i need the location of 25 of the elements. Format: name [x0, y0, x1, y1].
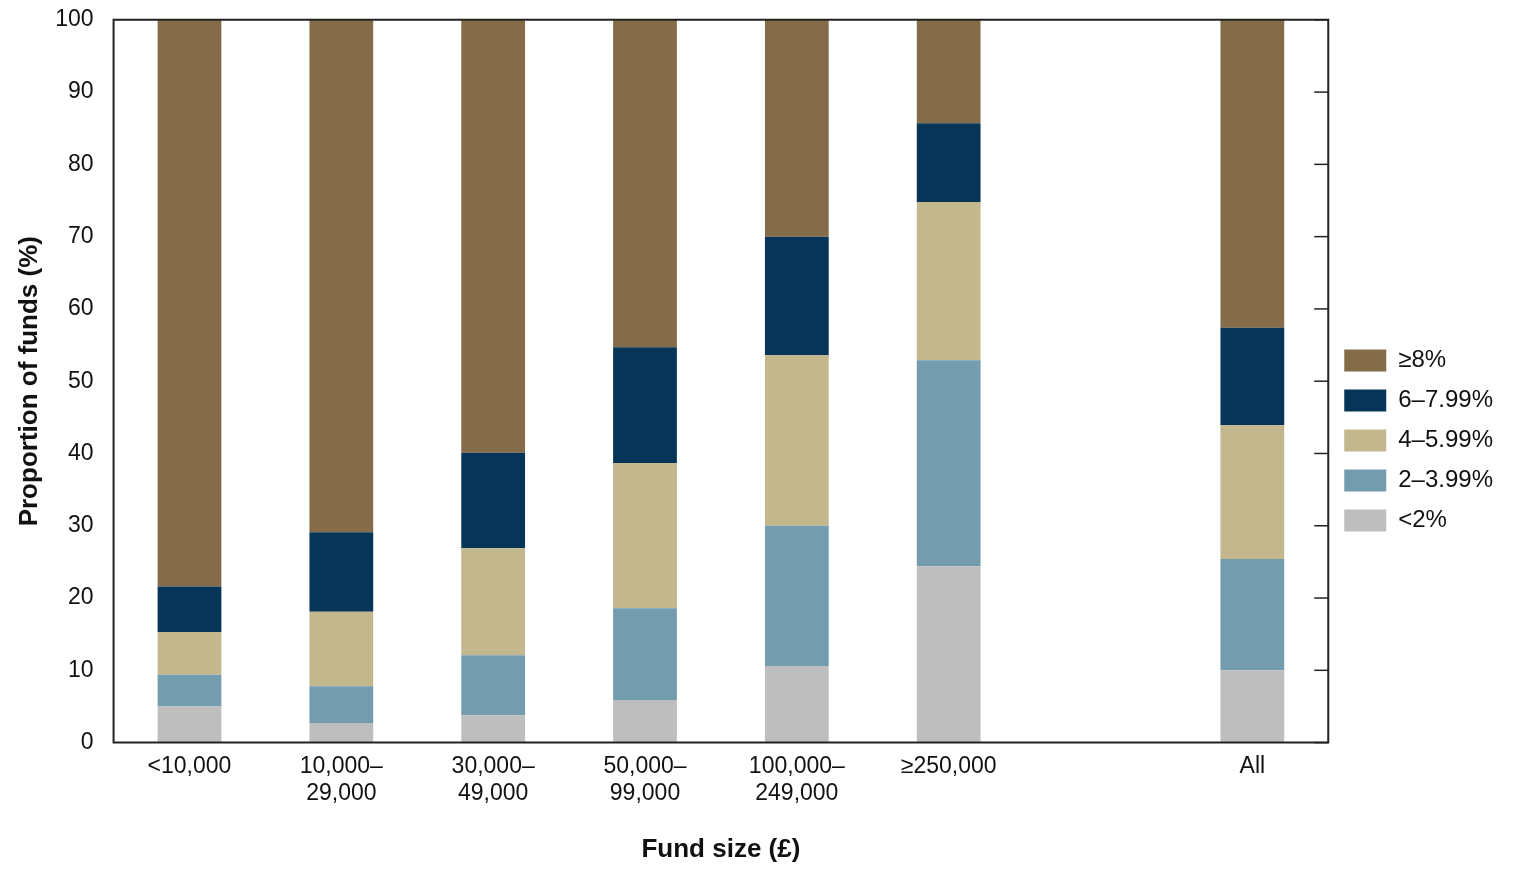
y-tick-label: 40 [67, 438, 94, 465]
legend-label: 2–3.99% [1398, 465, 1493, 493]
x-tick-label: ≥250,000 [900, 751, 997, 778]
y-tick-label: 0 [80, 727, 94, 754]
legend-label: ≥8% [1398, 345, 1447, 373]
y-tick-label: 80 [67, 149, 94, 176]
legend-label: <2% [1398, 505, 1447, 533]
x-tick-label: All [1239, 751, 1266, 778]
y-tick-label: 20 [67, 583, 94, 610]
y-tick-label: 30 [67, 511, 94, 538]
legend-label: 6–7.99% [1398, 385, 1493, 413]
y-tick-label: 100 [55, 5, 94, 32]
y-axis-title: Proportion of funds (%) [12, 236, 43, 527]
y-tick-label: 10 [67, 655, 94, 682]
legend-label: 4–5.99% [1398, 425, 1493, 453]
x-tick-label: 10,000–29,000 [299, 751, 384, 806]
x-tick-label: 100,000–249,000 [748, 751, 845, 806]
y-tick-label: 60 [67, 294, 94, 321]
y-tick-label: 70 [67, 221, 94, 248]
x-tick-label: <10,000 [147, 751, 232, 778]
y-tick-label: 50 [67, 366, 94, 393]
x-tick-label: 30,000–49,000 [451, 751, 535, 806]
x-axis-title: Fund size (£) [641, 832, 801, 863]
y-tick-label: 90 [67, 77, 94, 104]
x-tick-label: 50,000–99,000 [603, 751, 687, 806]
